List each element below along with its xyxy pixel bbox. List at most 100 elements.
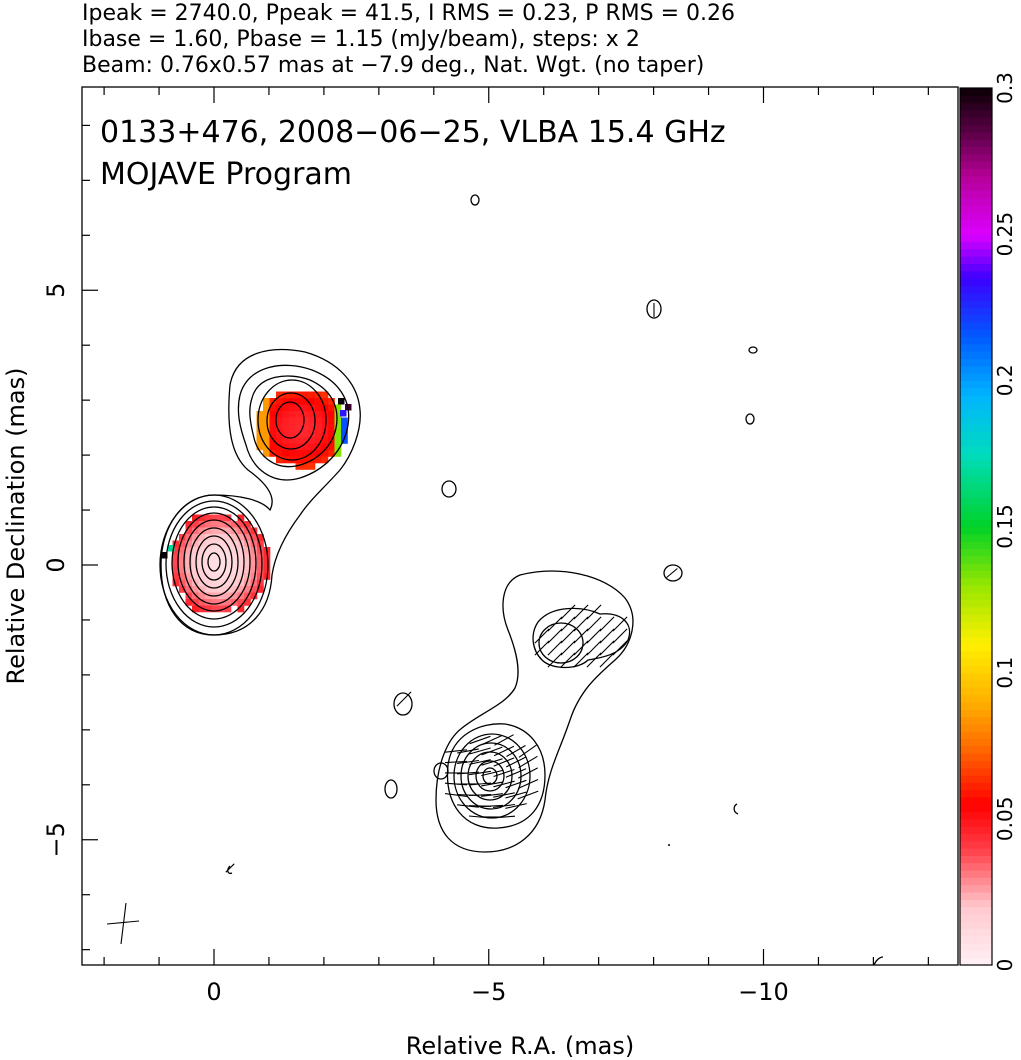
pol-pixel — [185, 560, 193, 567]
colorbar-band — [960, 438, 992, 447]
pol-pixel — [198, 599, 206, 606]
colorbar-band — [960, 387, 992, 396]
pol-pixel — [192, 527, 199, 535]
pol-vector — [599, 640, 615, 656]
pol-pixel — [172, 553, 180, 561]
pol-vector — [225, 863, 235, 873]
colorbar-band — [960, 402, 992, 411]
pol-pixel — [192, 566, 199, 574]
colorbar-tick-label: 0.2 — [993, 364, 1017, 396]
pol-pixel — [205, 527, 212, 535]
pol-pixel — [179, 553, 186, 561]
y-axis-label: Relative Declination (mas) — [2, 367, 30, 684]
pol-vector — [493, 780, 515, 788]
colorbar-band — [960, 921, 992, 930]
pol-vector — [481, 746, 503, 756]
pol-pixel — [172, 566, 180, 574]
knot2-inner-contour — [538, 622, 584, 664]
pol-pixel — [198, 514, 206, 522]
colorbar-band — [960, 299, 992, 308]
pol-pixel — [276, 437, 283, 444]
pol-pixel — [289, 417, 296, 425]
pol-vector — [586, 640, 602, 656]
pol-pixel — [198, 527, 206, 535]
pol-pixel — [218, 586, 225, 593]
colorbar-band — [960, 380, 992, 389]
pol-pixel — [308, 443, 316, 451]
pol-vector — [505, 779, 527, 789]
colorbar-band — [960, 431, 992, 440]
pol-pixel — [250, 534, 258, 541]
pol-pixel — [205, 599, 212, 606]
inner-jet-contours — [237, 364, 350, 481]
pol-pixel — [341, 430, 348, 438]
pol-pixel — [205, 540, 212, 548]
pol-pixel — [237, 573, 245, 580]
y-tick-label: 5 — [42, 283, 70, 298]
pol-pixel — [250, 573, 258, 580]
pol-pixel — [289, 391, 296, 399]
pol-pixel — [302, 424, 309, 431]
colorbar-band — [960, 88, 992, 96]
pol-vector — [547, 640, 563, 656]
core-contour-9 — [207, 552, 221, 572]
pol-vector — [586, 652, 602, 668]
colorbar-band — [960, 365, 992, 374]
colorbar-band — [960, 614, 992, 623]
pol-pixel — [302, 430, 309, 438]
pol-pixel — [237, 605, 245, 613]
pol-pixel — [250, 592, 258, 600]
colorbar-tick-label: 0.05 — [993, 797, 1017, 842]
colorbar-band — [960, 153, 992, 162]
header-line-3: Beam: 0.76x0.57 mas at −7.9 deg., Nat. W… — [82, 53, 704, 78]
pol-vector — [457, 748, 479, 754]
pol-pixel — [250, 553, 258, 561]
colorbar-band — [960, 168, 992, 177]
pol-pixel — [244, 566, 251, 574]
colorbar-band — [960, 621, 992, 630]
pol-pixel — [192, 521, 199, 528]
pol-pixel — [257, 540, 264, 548]
knot2-contour — [532, 607, 631, 669]
colorbar-band — [960, 687, 992, 696]
pol-pixel — [250, 560, 258, 567]
pol-pixel — [263, 411, 270, 418]
jet-contour-3 — [249, 375, 338, 468]
colorbar-band — [960, 351, 992, 360]
pol-pixel — [218, 566, 225, 574]
pol-pixel — [231, 579, 238, 587]
colorbar-band — [960, 848, 992, 856]
pol-pixel — [276, 417, 283, 425]
pol-pixel — [276, 456, 283, 464]
colorbar-band — [960, 731, 992, 740]
colorbar-band — [960, 212, 992, 221]
pol-pixel — [192, 534, 199, 541]
pol-pixel — [276, 391, 283, 399]
colorbar-band — [960, 139, 992, 148]
pol-vector — [468, 815, 492, 819]
colorbar-band — [960, 321, 992, 330]
pol-pixel — [302, 404, 309, 412]
pol-pixel — [218, 547, 225, 554]
pol-pixel — [237, 521, 245, 528]
colorbar-band — [960, 343, 992, 352]
pol-vector — [518, 744, 538, 758]
pol-pixel — [289, 424, 296, 431]
pol-pixel — [244, 560, 251, 567]
colorbar-band — [960, 869, 992, 878]
y-tick-label: −5 — [42, 822, 70, 857]
pol-pixel — [244, 521, 251, 528]
pol-pixel — [237, 534, 245, 541]
pol-pixel — [315, 417, 322, 425]
y-tick-label: 0 — [42, 557, 70, 572]
colorbar-band — [960, 665, 992, 674]
pol-pixel — [224, 527, 232, 535]
pol-pixel — [205, 586, 212, 593]
pol-pixel — [224, 566, 232, 574]
pol-pixel — [302, 463, 309, 470]
south-knot-contour-2 — [460, 742, 522, 810]
pol-pixel — [289, 437, 296, 444]
pol-pixel — [282, 417, 290, 425]
pol-pixel — [308, 424, 316, 431]
pol-pixel — [263, 566, 271, 574]
